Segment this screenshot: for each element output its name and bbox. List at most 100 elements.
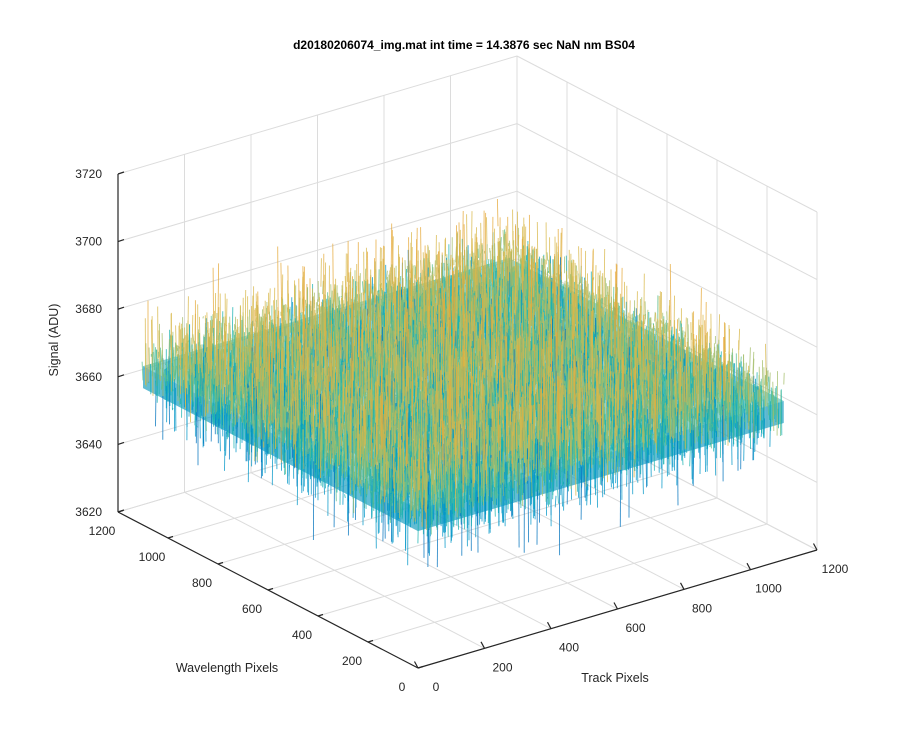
- surface-noise-stroke: [495, 279, 497, 296]
- surface-noise-stroke: [445, 297, 447, 299]
- surface-noise-stroke: [615, 324, 618, 328]
- surface-noise-stroke: [253, 331, 255, 334]
- surface-noise-stroke: [550, 278, 553, 283]
- surface-noise-stroke: [555, 304, 557, 330]
- surface-noise-stroke: [617, 328, 620, 366]
- surface-noise-stroke: [464, 319, 466, 321]
- surface-noise-stroke: [445, 301, 447, 309]
- surface-noise-stroke: [418, 281, 421, 291]
- surface-noise-stroke: [529, 303, 531, 373]
- surface-noise-stroke: [678, 317, 680, 332]
- surface-noise-stroke: [202, 316, 204, 319]
- surface-noise-stroke: [490, 283, 492, 287]
- surface-noise-stroke: [601, 336, 604, 338]
- surface-noise-stroke: [513, 289, 516, 302]
- floor-grid-line: [317, 497, 718, 617]
- wall-grid-line: [117, 190, 518, 310]
- floor-grid-line: [367, 523, 768, 643]
- surface-noise-stroke: [578, 282, 581, 300]
- surface-noise-stroke: [419, 277, 422, 296]
- surface-noise-stroke: [490, 262, 493, 282]
- surface-noise-stroke: [564, 293, 566, 318]
- wall-grid-line: [516, 55, 818, 213]
- surface-noise-stroke: [408, 237, 410, 325]
- surface-noise-stroke: [655, 312, 657, 331]
- surface-noise-stroke: [386, 270, 388, 280]
- surface-noise-stroke: [486, 264, 489, 274]
- surface-noise-stroke: [539, 327, 542, 361]
- surface-noise-stroke: [458, 222, 461, 279]
- surface-noise-stroke: [519, 299, 522, 322]
- surface-noise-stroke: [653, 350, 655, 352]
- surface-noise-stroke: [469, 260, 472, 288]
- surface-noise-stroke: [397, 309, 400, 335]
- surface-noise-stroke: [530, 246, 533, 321]
- surface-noise-stroke: [556, 251, 559, 291]
- surface-noise-stroke: [394, 308, 397, 347]
- surface-noise-stroke: [409, 282, 411, 295]
- surface-noise-stroke: [517, 234, 520, 253]
- surface-noise-stroke: [498, 295, 501, 303]
- surface-noise-stroke: [662, 318, 665, 370]
- surface-noise-stroke: [525, 273, 527, 297]
- surface-noise-stroke: [418, 286, 421, 298]
- surface-noise-stroke: [377, 293, 380, 298]
- surface-noise-stroke: [563, 311, 566, 314]
- surface-noise-stroke: [532, 350, 535, 373]
- surface-noise-stroke: [212, 267, 215, 339]
- surface-noise-stroke: [527, 244, 530, 305]
- surface-noise-stroke: [591, 250, 594, 295]
- wall-grid-line: [516, 190, 818, 348]
- surface-noise-stroke: [322, 280, 324, 295]
- surface-noise-stroke: [426, 258, 429, 276]
- surface-noise-stroke: [498, 332, 501, 337]
- surface-noise-stroke: [603, 248, 606, 315]
- surface-noise-stroke: [551, 274, 554, 298]
- surface-noise-stroke: [391, 229, 394, 304]
- surface-noise-stroke: [412, 338, 414, 340]
- surface-noise-stroke: [587, 290, 590, 299]
- surface-noise-stroke: [500, 237, 502, 250]
- surface-noise-stroke: [404, 260, 407, 282]
- surface-noise-stroke: [447, 263, 450, 289]
- surface-noise-stroke: [600, 294, 602, 312]
- surface-noise-stroke: [463, 224, 466, 285]
- surface-noise-stroke: [467, 259, 470, 293]
- surface-noise-stroke: [571, 322, 574, 341]
- surface-noise-stroke: [516, 211, 519, 246]
- surface-noise-stroke: [353, 328, 355, 337]
- surface-noise-stroke: [569, 295, 571, 314]
- surface-noise-stroke: [320, 258, 322, 287]
- surface-noise-stroke: [508, 245, 510, 295]
- surface-noise-stroke: [225, 298, 228, 345]
- surface-noise-stroke: [568, 318, 571, 350]
- surface-noise-stroke: [547, 277, 550, 314]
- surface-noise-stroke: [344, 275, 347, 297]
- surface-noise-stroke: [432, 274, 435, 323]
- surface-noise-stroke: [364, 268, 367, 293]
- surface-noise-stroke: [374, 307, 377, 311]
- surface-noise-stroke: [451, 290, 453, 312]
- surface-noise-stroke: [417, 312, 419, 340]
- surface-noise-stroke: [596, 334, 599, 346]
- surface-noise-stroke: [551, 338, 554, 362]
- surface-noise-stroke: [486, 217, 488, 260]
- surface-noise-stroke: [560, 306, 562, 309]
- surface-noise-stroke: [718, 314, 721, 345]
- surface-noise-stroke: [480, 308, 482, 360]
- surface-noise-stroke: [496, 198, 499, 227]
- surface-noise-stroke: [465, 264, 467, 272]
- surface-noise-stroke: [597, 342, 600, 349]
- surface-noise-stroke: [601, 310, 604, 328]
- surface-noise-stroke: [434, 260, 436, 277]
- surface-noise-stroke: [494, 355, 497, 360]
- surface-noise-stroke: [629, 355, 632, 380]
- surface-noise-stroke: [536, 221, 539, 270]
- surface-noise-stroke: [583, 321, 585, 325]
- surface-noise-stroke: [589, 291, 591, 311]
- surface-noise-stroke: [502, 251, 505, 287]
- surface-noise-stroke: [300, 335, 302, 339]
- surface-noise-stroke: [475, 273, 477, 300]
- surface-noise-stroke: [509, 296, 511, 326]
